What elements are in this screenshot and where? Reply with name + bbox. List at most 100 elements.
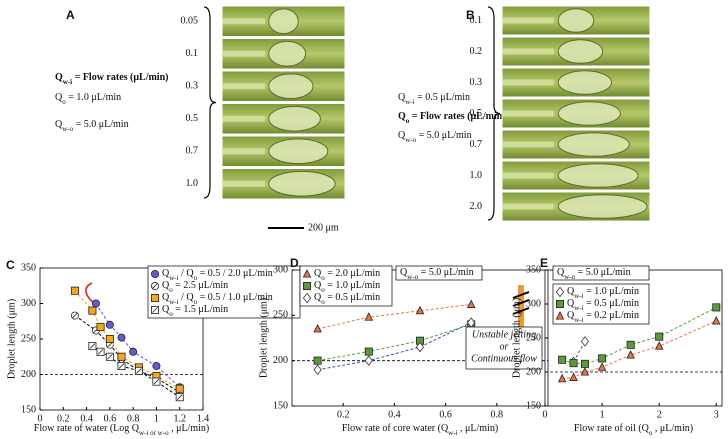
text-part: Q <box>557 267 565 278</box>
text-part: Q <box>314 280 322 291</box>
subscript: o <box>194 298 198 306</box>
x-axis-label: Flow rate of core water (Qw-i , μL/min) <box>342 423 498 436</box>
marker-shape <box>364 312 374 321</box>
x-tick-label: 1.4 <box>197 413 210 424</box>
y-tick-label: 300 <box>526 298 541 309</box>
channel <box>502 203 554 210</box>
data-point <box>70 286 79 295</box>
data-point <box>129 347 138 356</box>
data-point <box>598 354 607 363</box>
note: Qw-o = 5.0 μL/min <box>557 267 631 280</box>
text-part: Q <box>55 92 63 103</box>
text-part: = 1.5 μL/min <box>173 304 228 315</box>
data-point <box>105 320 114 329</box>
legend-swatch <box>150 281 159 290</box>
flow-rate-label: 0.5 <box>186 113 199 124</box>
text-part: = 5.0 μL/min <box>73 119 128 130</box>
data-point <box>313 364 322 375</box>
data-point <box>96 347 105 356</box>
flow-rate-label: 0.2 <box>470 46 483 57</box>
text-part: = 5.0 μL/min <box>575 267 630 278</box>
marker-hatch <box>89 343 96 349</box>
bar-break <box>512 291 530 315</box>
data-point <box>597 362 607 371</box>
annotation-box <box>465 326 543 370</box>
droplet <box>268 138 329 165</box>
marker-shape <box>580 359 589 368</box>
subscript: w-i <box>574 316 583 324</box>
flow-rate-label: 0.3 <box>470 77 483 88</box>
marker-shape <box>313 356 322 365</box>
text-part: Q <box>314 268 322 279</box>
text-part: Flow rate of water (Log Q <box>34 423 140 434</box>
y-tick-label: 150 <box>273 400 288 411</box>
marker-shape <box>558 355 567 364</box>
marker-shape <box>91 299 100 308</box>
x-tick-label: 0 <box>38 413 43 424</box>
marker-shape <box>150 269 159 278</box>
droplet <box>557 132 630 157</box>
channel <box>502 110 554 117</box>
text-part: Q <box>55 119 63 130</box>
y-tick-label: 200 <box>21 369 36 380</box>
subscript: w-i <box>169 274 178 282</box>
droplet <box>268 170 336 197</box>
channel <box>502 48 554 55</box>
marker-shape <box>415 341 425 353</box>
legend-swatch <box>150 305 159 314</box>
marker-shape <box>152 361 161 370</box>
text-part: Flow rate of oil (Q <box>574 423 650 434</box>
data-point <box>105 334 114 343</box>
x-tick-label: 1 <box>600 409 605 420</box>
data-point <box>580 367 590 376</box>
subscript: w-o <box>564 273 575 281</box>
legend-swatch <box>302 292 312 304</box>
marker-shape <box>580 336 590 347</box>
marker-shape <box>302 269 312 278</box>
droplet <box>557 101 621 126</box>
subscript: w-i <box>405 98 414 106</box>
y-tick-label: 350 <box>526 264 541 275</box>
text-part: Q <box>567 298 575 309</box>
data-point <box>569 372 578 381</box>
subscript: w-o <box>405 136 416 144</box>
data-point <box>152 361 161 370</box>
droplet <box>557 163 639 188</box>
legend-swatch <box>302 269 312 278</box>
x-tick-label: 0.6 <box>104 413 117 424</box>
marker-shape <box>580 367 590 376</box>
panel-label: C <box>6 258 15 272</box>
data-point <box>313 323 322 333</box>
flow-rate-label: 2.0 <box>470 201 483 212</box>
text-part: = 2.5 μL/min <box>173 280 228 291</box>
text-part: / Q <box>179 268 195 279</box>
y-axis-label: Droplet length (μm) <box>258 298 269 378</box>
marker-hatch <box>97 348 104 355</box>
subscript: o <box>321 298 325 306</box>
series-line <box>573 341 586 363</box>
text-part: Q <box>162 304 170 315</box>
flow-param: Qo = Flow rates (μL/min) <box>398 111 506 124</box>
flow-rate-label: 0.3 <box>186 81 199 92</box>
flow-rate-label: 0.1 <box>470 15 483 26</box>
y-tick-label: 200 <box>273 355 288 366</box>
legend-entry: Qw-i = 1.0 μL/min <box>567 286 639 299</box>
data-point <box>569 359 578 368</box>
marker-shape <box>117 352 126 361</box>
flow-param: Qo = 1.0 μL/min <box>55 92 121 105</box>
marker-shape <box>466 299 476 308</box>
data-point <box>626 350 635 359</box>
x-tick-label: 0 <box>543 409 548 420</box>
data-point <box>96 322 105 331</box>
marker-shape <box>129 347 138 356</box>
y-tick-label: 250 <box>21 333 36 344</box>
subscript: w-o <box>62 125 73 133</box>
subscript: w-i <box>169 298 178 306</box>
marker-shape <box>569 359 578 368</box>
channel <box>502 141 554 148</box>
text-part: = 2.0 μL/min <box>325 268 380 279</box>
legend-box <box>299 265 393 307</box>
marker-shape <box>175 384 184 393</box>
legend-entry: Qw-i / Qo = 0.5 / 1.0 μL/min <box>162 292 273 305</box>
subscript: o <box>194 274 198 282</box>
